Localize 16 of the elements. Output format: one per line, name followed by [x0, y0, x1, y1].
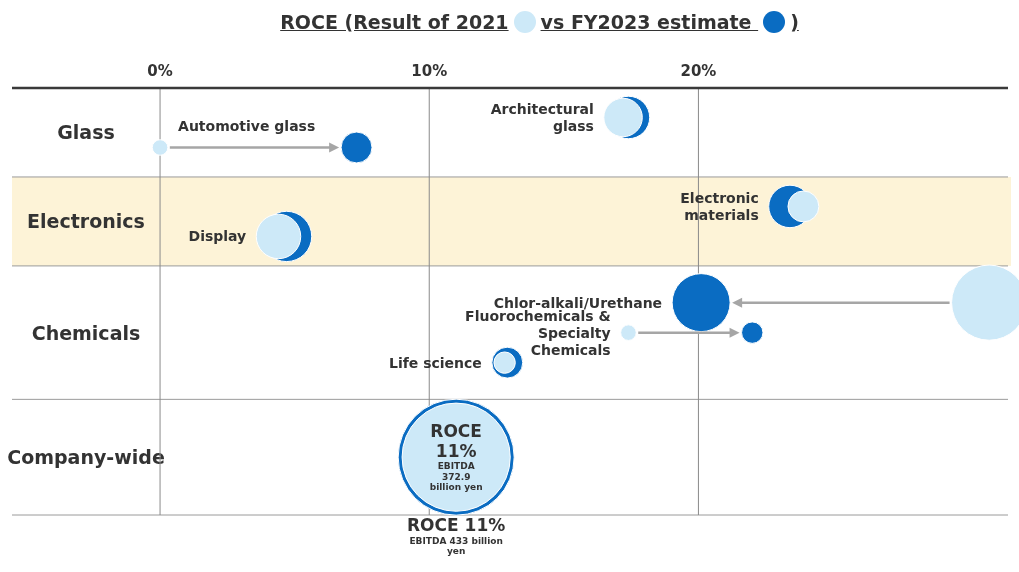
y-tick-label: Chemicals — [31, 321, 141, 344]
x-tick-label: 20% — [680, 62, 717, 80]
x-tick-label: 0% — [147, 62, 173, 80]
y-tick-label: Company-wide — [7, 446, 165, 469]
annotation: Electronic materials — [680, 189, 759, 223]
x-tick-label: 10% — [411, 62, 448, 80]
chart-title: ROCE (Result of 2021 vs FY2023 estimate ) — [280, 11, 799, 33]
data-label: ROCE 11% EBITDA 433 billion yen — [407, 515, 506, 557]
y-tick-label: Glass — [57, 121, 115, 144]
annotation: Chlor-alkali/Urethane — [493, 294, 663, 311]
annotation: Architectural glass — [490, 100, 594, 134]
data-label: ROCE 11% EBITDA 372.9 billion yen — [429, 421, 483, 492]
annotation: Display — [188, 228, 247, 245]
y-tick-label: Electronics — [27, 210, 145, 233]
annotation: Life science — [388, 354, 482, 371]
annotation: Automotive glass — [178, 118, 316, 135]
